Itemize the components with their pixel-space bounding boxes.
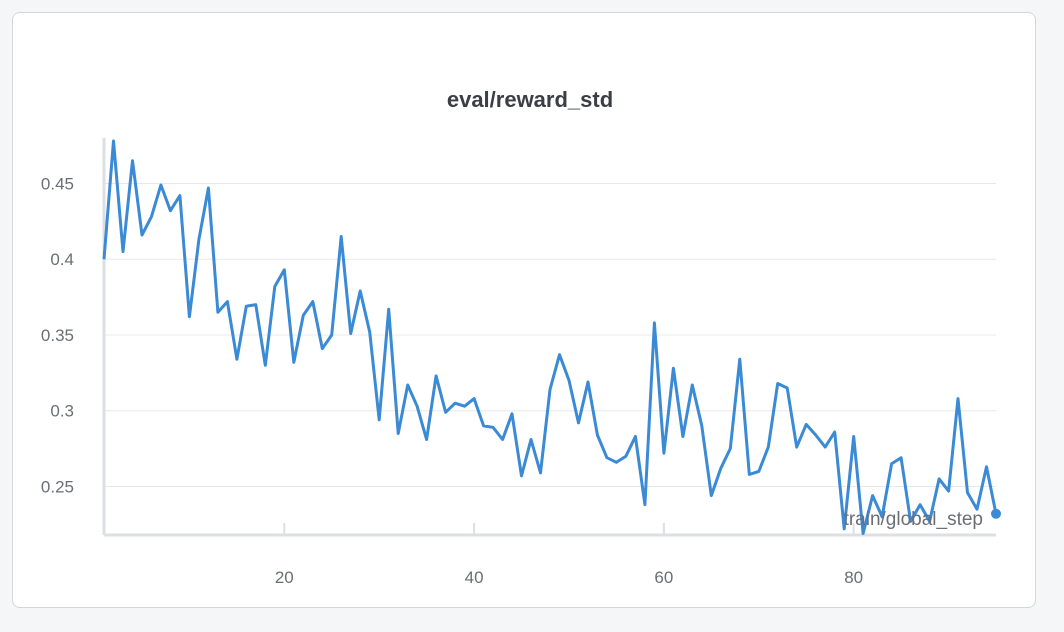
last-point-marker (991, 508, 1001, 519)
series-group (102, 139, 1001, 535)
y-tick-label: 0.35 (41, 326, 74, 345)
y-tick-label: 0.25 (41, 478, 74, 497)
x-axis-ticks: 20 40 60 80 (275, 523, 863, 587)
x-tick-label: 40 (465, 568, 484, 587)
chart-title: eval/reward_std (447, 87, 613, 112)
y-tick-label: 0.3 (50, 402, 74, 421)
series-line (102, 139, 998, 535)
y-tick-label: 0.4 (50, 250, 74, 269)
y-axis-ticks: 0.25 0.3 0.35 0.4 0.45 (41, 174, 74, 496)
x-tick-label: 20 (275, 568, 294, 587)
x-tick-label: 60 (654, 568, 673, 587)
x-tick-label: 80 (844, 568, 863, 587)
grid-lines (104, 182, 996, 488)
y-tick-label: 0.45 (41, 174, 74, 193)
chart-panel (12, 12, 1036, 608)
x-axis-label: train/global_step (844, 509, 983, 530)
axes (102, 138, 996, 537)
